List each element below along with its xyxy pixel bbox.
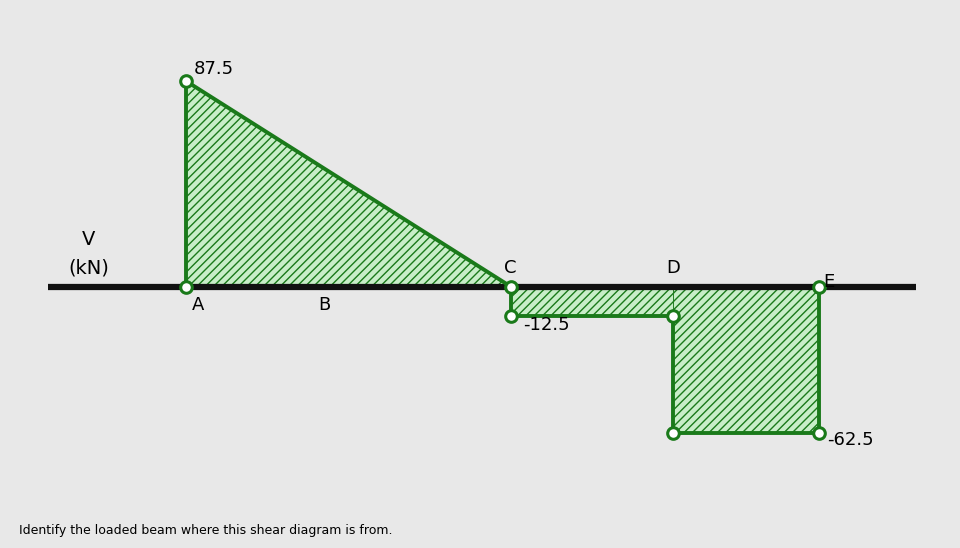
Polygon shape: [186, 81, 511, 287]
Text: 87.5: 87.5: [194, 60, 234, 78]
Text: B: B: [318, 296, 330, 314]
Text: V: V: [82, 230, 95, 249]
Point: [665, 429, 681, 438]
Polygon shape: [511, 287, 673, 316]
Text: -62.5: -62.5: [828, 431, 874, 449]
Polygon shape: [673, 287, 819, 433]
Point: [665, 311, 681, 320]
Text: -12.5: -12.5: [523, 316, 569, 334]
Point: [503, 282, 518, 291]
Text: Identify the loaded beam where this shear diagram is from.: Identify the loaded beam where this shea…: [19, 524, 393, 537]
Point: [811, 429, 827, 438]
Text: A: A: [192, 296, 204, 314]
Point: [179, 77, 194, 85]
Text: (kN): (kN): [68, 258, 109, 277]
Text: C: C: [504, 259, 516, 277]
Text: D: D: [666, 259, 680, 277]
Text: E: E: [823, 273, 834, 291]
Point: [503, 311, 518, 320]
Point: [811, 282, 827, 291]
Point: [179, 282, 194, 291]
